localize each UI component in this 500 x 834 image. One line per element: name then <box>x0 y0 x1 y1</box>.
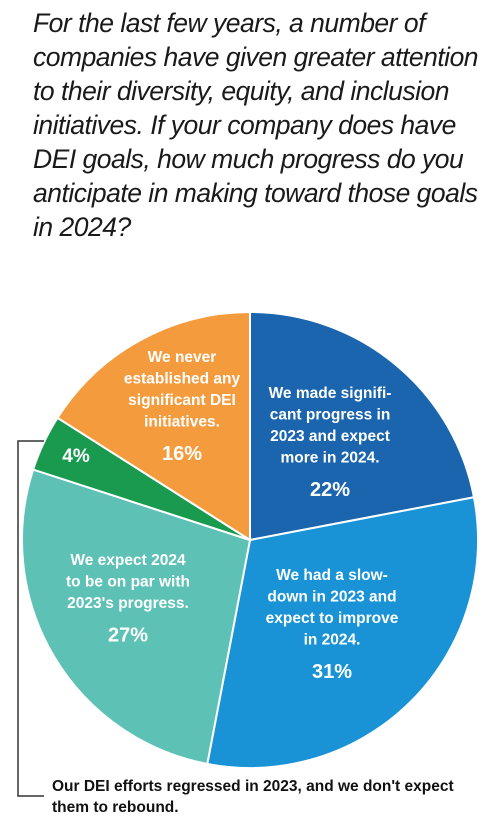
slice-label: We had a slow-down in 2023 and expect to … <box>266 567 399 649</box>
pie-labels: We made signifi-cant progress in 2023 and… <box>62 349 398 683</box>
pie-slice <box>249 310 476 542</box>
slice-value-label: 16% <box>162 443 202 465</box>
slice-value-label: 31% <box>312 661 352 683</box>
slice-label: We made signifi-cant progress in 2023 and… <box>269 385 392 467</box>
pie-slice <box>21 468 252 766</box>
pie-slice <box>206 496 479 769</box>
pie-slices <box>21 310 479 769</box>
footnote-text: Our DEI efforts regressed in 2023, and w… <box>52 778 454 816</box>
slice-label: We expect 2024 to be on par with 2023's pr… <box>66 552 190 612</box>
slice-value-label: 22% <box>310 479 350 501</box>
survey-question: For the last few years, a number of comp… <box>33 8 479 242</box>
slice-value-label: 27% <box>108 625 148 647</box>
slice-label: We never established any significant DEI in… <box>124 349 241 431</box>
footnote-leader-line <box>17 440 44 797</box>
pie-slice <box>56 310 251 542</box>
slice-value-label: 4% <box>62 446 90 467</box>
